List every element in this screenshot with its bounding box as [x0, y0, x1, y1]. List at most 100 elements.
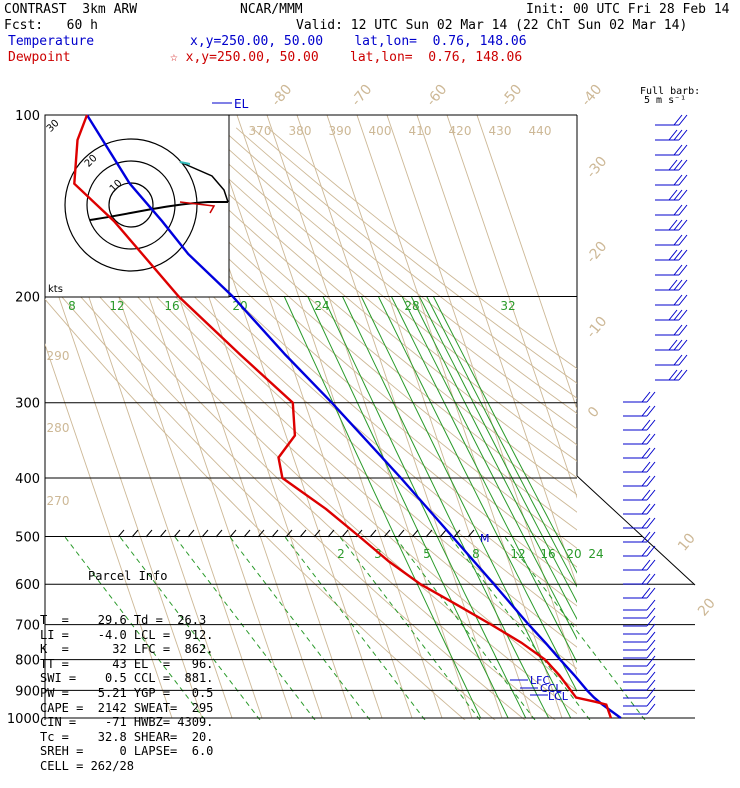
- m-label: M: [480, 532, 490, 545]
- wind-barb: [623, 392, 655, 402]
- isotherm-label: -40: [578, 82, 605, 110]
- wind-barb: [623, 588, 655, 598]
- parcel-info-row: T = 29.6 Td = 26.3: [40, 613, 230, 628]
- theta-label: 410: [409, 124, 432, 138]
- parcel-info-row: CIN = -71 HWBZ= 4309.: [40, 715, 230, 730]
- wind-barb: [623, 504, 655, 514]
- wind-barb: [655, 220, 687, 230]
- pressure-label: 100: [15, 109, 40, 124]
- dry-adiabat-line: [205, 128, 740, 731]
- wind-barb: [623, 434, 655, 444]
- isotherm-label: 10: [675, 530, 699, 554]
- pressure-label: 300: [15, 397, 40, 412]
- theta-label: 280: [47, 421, 70, 435]
- dry-adiabat-line: [221, 128, 740, 731]
- barb-flag: [647, 624, 655, 634]
- theta-label: 380: [289, 124, 312, 138]
- isotherm-line: [447, 115, 652, 718]
- barb-flag: [647, 664, 655, 674]
- parcel-info-row: SREH = 0 LAPSE= 6.0: [40, 744, 230, 759]
- pressure-label: 600: [15, 578, 40, 593]
- mixing-ratio-label: 24: [588, 547, 603, 561]
- wind-barb: [655, 160, 687, 170]
- pressure-label: 900: [15, 684, 40, 699]
- lcl-label: LCL: [548, 690, 569, 703]
- tick-mark: [398, 530, 404, 537]
- dry-adiabat-line: [268, 128, 740, 731]
- barb-flag: [647, 688, 655, 698]
- tick-mark: [370, 530, 376, 537]
- wind-barb: [623, 476, 655, 486]
- wind-barb: [623, 420, 655, 430]
- pressure-label: 700: [15, 619, 40, 634]
- wind-barb: [655, 175, 687, 185]
- theta-label: 370: [249, 124, 272, 138]
- wind-barb: [655, 145, 687, 155]
- barb-flag: [647, 608, 655, 618]
- tick-mark: [132, 530, 138, 537]
- isotherm-line: [387, 115, 592, 718]
- mixing-ratio-label: 12: [109, 299, 124, 313]
- mixing-ratio-line: [308, 297, 508, 719]
- mixing-ratio-label: 12: [510, 547, 525, 561]
- mixing-ratio-label: 16: [540, 547, 555, 561]
- isotherm-label: -50: [498, 82, 525, 110]
- pressure-label: 500: [15, 530, 40, 545]
- wind-barb: [655, 205, 687, 215]
- parcel-info-title: Parcel Info: [40, 569, 230, 584]
- wind-barb: [623, 560, 655, 570]
- wind-barb: [655, 235, 687, 245]
- isotherm-line: [327, 115, 532, 718]
- hodograph-frame: [45, 115, 229, 297]
- tick-mark: [118, 530, 124, 537]
- moist-adiabat-line: [340, 537, 480, 720]
- plot-diagonal-border: [577, 476, 695, 585]
- barb-flag: [647, 648, 655, 658]
- wind-barb: [623, 448, 655, 458]
- barb-flag: [647, 656, 655, 666]
- isotherm-label: -60: [423, 82, 450, 110]
- isotherm-label: 20: [695, 595, 719, 619]
- tick-mark: [188, 530, 194, 537]
- mixing-ratio-label: 2: [337, 547, 345, 561]
- tick-mark: [412, 530, 418, 537]
- wind-barb: [655, 295, 687, 305]
- theta-label: 290: [47, 349, 70, 363]
- isotherm-label: -10: [583, 314, 610, 342]
- mixing-ratio-label: 24: [314, 299, 329, 313]
- parcel-info-row: K = 32 LFC = 862.: [40, 642, 230, 657]
- isotherm-line: [477, 115, 682, 718]
- wind-barb: [623, 406, 655, 416]
- parcel-info-row: CELL = 262/28: [40, 759, 230, 774]
- tick-mark: [244, 530, 250, 537]
- wind-barb: [655, 370, 687, 380]
- wind-barb: [623, 600, 655, 610]
- mixing-ratio-label: 28: [404, 299, 419, 313]
- parcel-info-row: TT = 43 EL = 96.: [40, 657, 230, 672]
- mixing-ratio-label: 8: [68, 299, 76, 313]
- tick-mark: [202, 530, 208, 537]
- tick-mark: [230, 530, 236, 537]
- tick-mark: [272, 530, 278, 537]
- mixing-ratio-label: 32: [500, 299, 515, 313]
- barb-flag: [647, 672, 655, 682]
- wind-barb: [623, 546, 655, 556]
- wind-barb: [655, 280, 687, 290]
- wind-barb: [655, 130, 687, 140]
- wind-barb: [623, 462, 655, 472]
- parcel-info-row: LI = -4.0 LCL = 912.: [40, 628, 230, 643]
- parcel-info-row: SWI = 0.5 CCL = 881.: [40, 671, 230, 686]
- theta-label: 270: [47, 494, 70, 508]
- pressure-label: 800: [15, 654, 40, 669]
- tick-mark: [426, 530, 432, 537]
- mixing-ratio-line: [419, 297, 639, 719]
- wind-barb: [655, 340, 687, 350]
- dry-adiabat-line: [158, 128, 740, 731]
- pressure-label: 400: [15, 472, 40, 487]
- wind-barb: [623, 490, 655, 500]
- wind-barb: [655, 265, 687, 275]
- mixing-ratio-line: [323, 297, 526, 719]
- isotherm-line: [267, 115, 472, 718]
